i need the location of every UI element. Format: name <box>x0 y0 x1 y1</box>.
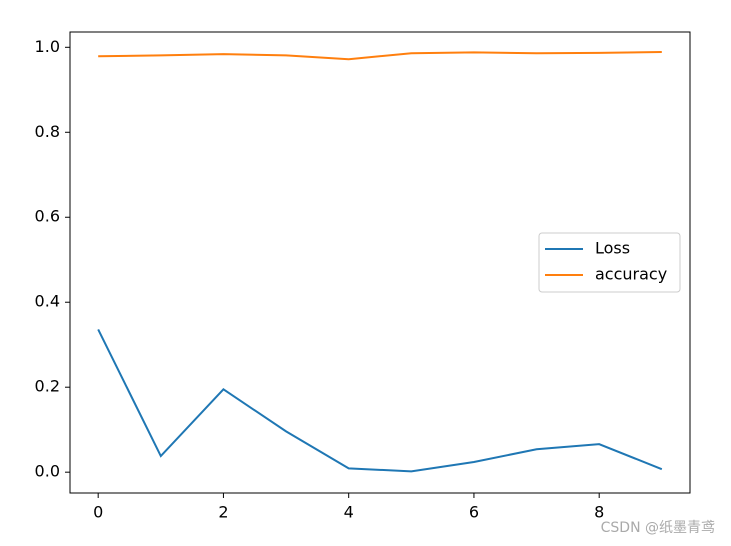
y-tick-label: 0.8 <box>35 122 60 141</box>
y-tick-label: 0.2 <box>35 377 60 396</box>
y-tick-label: 1.0 <box>35 37 60 56</box>
y-tick-label: 0.6 <box>35 207 60 226</box>
watermark: CSDN @纸墨青鸢 <box>601 520 715 536</box>
series-line <box>98 50 662 61</box>
legend-label: accuracy <box>595 265 667 284</box>
series-line <box>97 328 663 473</box>
x-tick-label: 6 <box>469 503 479 522</box>
x-tick-label: 4 <box>344 503 354 522</box>
x-tick-label: 8 <box>594 503 604 522</box>
x-tick-label: 2 <box>218 503 228 522</box>
x-tick-label: 0 <box>93 503 103 522</box>
plot-frame <box>69 31 691 494</box>
y-tick-label: 0.0 <box>35 462 60 481</box>
legend-label: Loss <box>595 239 630 258</box>
legend-box <box>538 232 681 293</box>
y-tick-label: 0.4 <box>35 292 60 311</box>
